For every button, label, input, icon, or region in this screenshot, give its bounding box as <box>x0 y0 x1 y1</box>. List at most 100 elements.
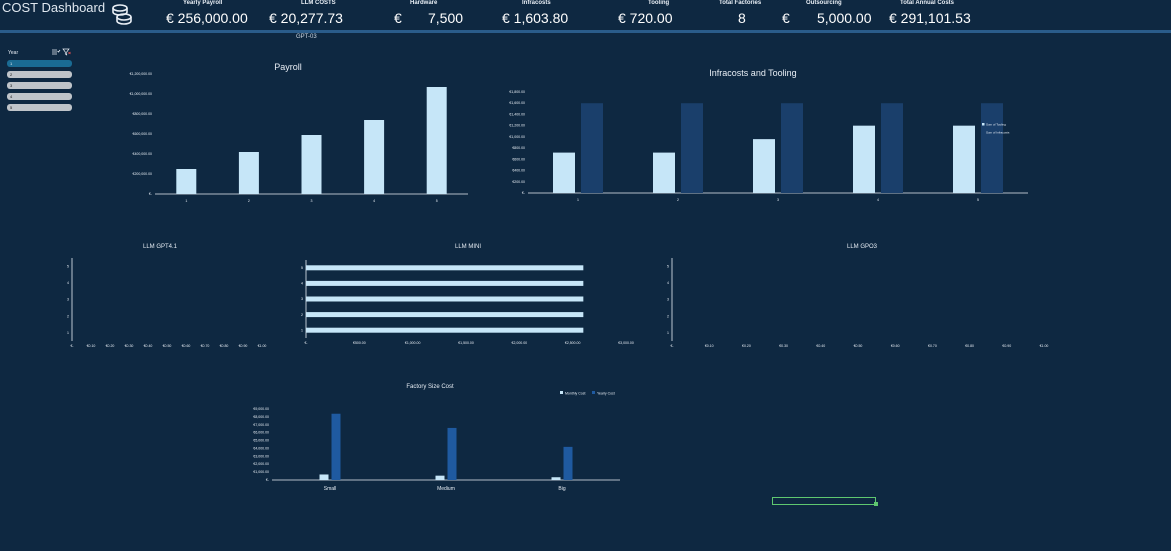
bar <box>176 169 197 194</box>
kpi-label-infracosts: Infracosts <box>522 0 551 6</box>
y-tick-label: €400,000.00 <box>133 152 153 156</box>
y-tick-label: €1,800.00 <box>509 90 525 94</box>
kpi-label-total-factories: Total Factories <box>719 0 762 6</box>
y-tick-label: €1,000.00 <box>509 135 525 139</box>
coins-icon <box>112 4 132 25</box>
bar <box>364 120 385 194</box>
x-tick-label: 1 <box>185 199 187 203</box>
kpi-label-yearly-payroll: Yearly Payroll <box>183 0 223 6</box>
x-tick-label: 4 <box>877 198 879 202</box>
x-tick-label: €1.00 <box>258 344 267 348</box>
bar <box>653 152 675 193</box>
bar <box>753 139 775 193</box>
x-tick-label: €3,000.00 <box>618 341 634 345</box>
y-tick-label: 2 <box>301 313 303 317</box>
kpi-label-outsourcing: Outsourcing <box>806 0 842 6</box>
x-tick-label: €0.20 <box>106 344 115 348</box>
y-tick-label: 4 <box>667 281 669 285</box>
y-tick-label: 2 <box>667 314 669 318</box>
infra-chart-title: Infracosts and Tooling <box>709 68 797 78</box>
legend-label-yearly: Yearly Cost <box>597 392 615 396</box>
bar <box>881 103 903 193</box>
mini-chart-title: LLM MINI <box>454 244 481 250</box>
y-tick-label: €800,000.00 <box>133 112 153 116</box>
bar <box>681 103 703 193</box>
x-tick-label: €0.50 <box>163 344 172 348</box>
bar <box>306 265 584 271</box>
x-tick-label: €0.10 <box>705 344 714 348</box>
y-tick-label: €5,000.00 <box>253 439 269 443</box>
x-tick-label: €0.40 <box>144 344 153 348</box>
y-tick-label: €- <box>266 478 270 482</box>
y-tick-label: 3 <box>667 298 669 302</box>
x-tick-label: €0.30 <box>779 344 788 348</box>
y-tick-label: €1,400.00 <box>509 112 525 116</box>
x-tick-label: 5 <box>436 199 438 203</box>
y-tick-label: €- <box>149 192 153 196</box>
y-tick-label: €9,000.00 <box>253 407 269 411</box>
bar <box>553 152 575 193</box>
y-tick-label: 1 <box>667 331 669 335</box>
y-tick-label: €2,000.00 <box>253 462 269 466</box>
x-tick-label: 1 <box>577 198 579 202</box>
y-tick-label: €1,000,000.00 <box>130 92 152 96</box>
y-tick-label: €1,200.00 <box>509 124 525 128</box>
x-tick-label: €0.20 <box>742 344 751 348</box>
multi-select-icon[interactable] <box>52 49 61 55</box>
kpi-value-infracosts: € 1,603.80 <box>502 10 569 26</box>
y-tick-label: €- <box>522 191 526 195</box>
payroll-chart-title: Payroll <box>274 62 302 72</box>
bar <box>981 103 1003 193</box>
legend-swatch-infracosts <box>982 131 985 134</box>
clear-filter-icon[interactable] <box>62 48 71 56</box>
y-tick-label: 3 <box>301 297 303 301</box>
selected-cell[interactable] <box>772 497 876 505</box>
slicer-item-2[interactable]: 2 <box>7 71 72 78</box>
bar <box>435 475 445 480</box>
bar <box>447 427 457 480</box>
kpi-label-total-annual-costs: Total Annual Costs <box>900 0 954 6</box>
x-tick-label: €1.00 <box>1040 344 1049 348</box>
fill-handle[interactable] <box>874 502 878 506</box>
header-bar <box>0 0 1171 30</box>
x-tick-label: €1,000.00 <box>405 341 421 345</box>
slicer-item-3[interactable]: 3 <box>7 82 72 89</box>
slicer-title: Year <box>8 50 19 56</box>
y-tick-label: €600.00 <box>512 157 525 161</box>
bar <box>319 474 329 480</box>
y-tick-label: 1 <box>67 331 69 335</box>
kpi-value-outsourcing: 5,000.00 <box>817 10 872 26</box>
x-tick-label: €500.00 <box>353 341 366 345</box>
bar <box>426 87 447 194</box>
y-tick-label: €400.00 <box>512 169 525 173</box>
x-tick-label: 2 <box>677 198 679 202</box>
slicer-item-1[interactable]: 1 <box>7 60 72 67</box>
bar <box>781 103 803 193</box>
x-tick-label: €1,500.00 <box>458 341 474 345</box>
y-tick-label: €600,000.00 <box>133 132 153 136</box>
y-tick-label: 4 <box>67 281 69 285</box>
bar <box>551 477 561 480</box>
y-tick-label: €7,000.00 <box>253 423 269 427</box>
slicer-item-5[interactable]: 5 <box>7 104 72 111</box>
bar <box>853 125 875 193</box>
bar <box>306 327 584 333</box>
x-tick-label: 3 <box>311 199 313 203</box>
legend-label-tooling: Sum of Tooling <box>986 123 1006 127</box>
bar <box>953 125 975 193</box>
slicer-item-4[interactable]: 4 <box>7 93 72 100</box>
x-tick-label: 2 <box>248 199 250 203</box>
x-tick-label: €0.30 <box>125 344 134 348</box>
y-tick-label: 5 <box>667 265 669 269</box>
y-tick-label: 3 <box>67 298 69 302</box>
page-title: COST Dashboard <box>2 0 106 15</box>
kpi-value-tooling: € 720.00 <box>618 10 673 26</box>
x-tick-label: 4 <box>373 199 375 203</box>
y-tick-label: 1 <box>301 328 303 332</box>
legend-swatch-monthly <box>560 391 563 394</box>
